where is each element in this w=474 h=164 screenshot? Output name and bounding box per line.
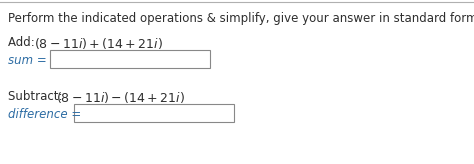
Bar [74, 104, 234, 122]
Bar [50, 50, 210, 68]
Text: $(8 - 11i) + (14 + 21i)$: $(8 - 11i) + (14 + 21i)$ [34, 36, 163, 51]
Text: Subtract:: Subtract: [8, 90, 66, 103]
Text: difference =: difference = [8, 108, 81, 121]
Text: sum =: sum = [8, 54, 47, 67]
Text: Add:: Add: [8, 36, 38, 49]
Text: Perform the indicated operations & simplify, give your answer in standard form.: Perform the indicated operations & simpl… [8, 12, 474, 25]
Text: $(8 - 11i) - (14 + 21i)$: $(8 - 11i) - (14 + 21i)$ [56, 90, 185, 105]
